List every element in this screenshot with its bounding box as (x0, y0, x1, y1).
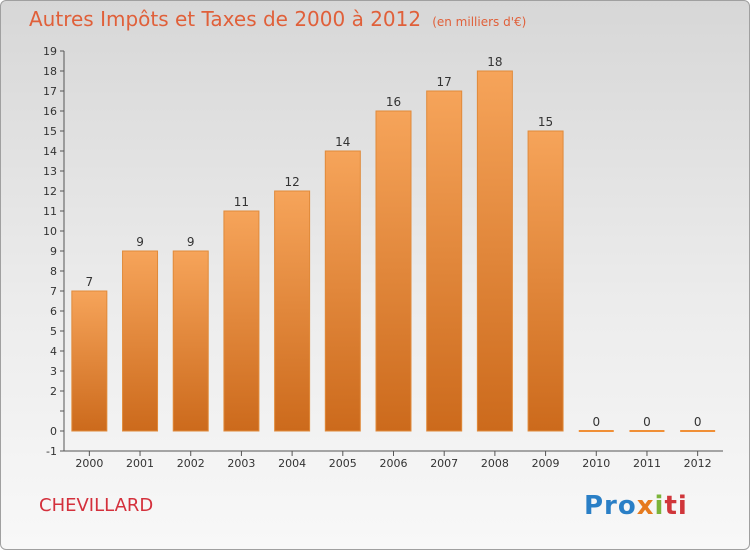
y-tick-label: 0 (50, 425, 57, 438)
x-tick-label: 2001 (126, 457, 154, 470)
bar-value-label: 7 (86, 275, 94, 289)
value-labels-group: 7 9 9 11 12 14 16 17 18 15 0 0 0 (86, 55, 702, 429)
chart-axes: -1 0 2 3 4 5 6 7 8 9 10 11 12 13 14 15 16 17 18 19 2000 2001 2… (43, 45, 723, 470)
x-tick-label: 2011 (633, 457, 661, 470)
bar (274, 190, 311, 432)
bar-value-label: 15 (538, 115, 553, 129)
bars-group (71, 70, 716, 432)
y-tick-label: 2 (50, 385, 57, 398)
y-tick-label: 13 (43, 165, 57, 178)
logo-part-1: Pro (584, 491, 637, 521)
x-tick-label: 2003 (227, 457, 255, 470)
bar-value-label: 18 (487, 55, 502, 69)
bar (223, 210, 260, 432)
x-tick-label: 2002 (177, 457, 205, 470)
y-tick-label: 4 (50, 345, 57, 358)
y-tick-label: 14 (43, 145, 57, 158)
y-tick-label: 10 (43, 225, 57, 238)
chart-title-block: Autres Impôts et Taxes de 2000 à 2012 (e… (29, 7, 526, 31)
y-tick-label: 11 (43, 205, 57, 218)
bar (122, 250, 159, 432)
logo-part-2: x (636, 491, 655, 521)
y-tick-label: 9 (50, 245, 57, 258)
x-tick-label: 2007 (430, 457, 458, 470)
x-tick-label: 2005 (329, 457, 357, 470)
y-tick-label: 3 (50, 365, 57, 378)
y-tick-label: 19 (43, 45, 57, 58)
x-tick-label: 2012 (684, 457, 712, 470)
bar (426, 90, 463, 432)
proxiti-logo: Proxiti (584, 491, 688, 521)
chart-unit-label: (en milliers d'€) (432, 15, 527, 29)
y-tick-label: 6 (50, 305, 57, 318)
x-tick-label: 2000 (75, 457, 103, 470)
x-tick-label: 2008 (481, 457, 509, 470)
bar (375, 110, 412, 432)
commune-name: CHEVILLARD (39, 495, 154, 516)
y-tick-label: 16 (43, 105, 57, 118)
bar (324, 150, 361, 432)
chart-title: Autres Impôts et Taxes de 2000 à 2012 (29, 7, 422, 31)
y-tick-label: 15 (43, 125, 57, 138)
y-tick-label: 17 (43, 85, 57, 98)
bar-value-label: 16 (386, 95, 401, 109)
logo-part-4: ti (664, 491, 688, 521)
bar-value-label: 17 (437, 75, 452, 89)
bar (476, 70, 513, 432)
x-tick-label: 2004 (278, 457, 306, 470)
y-tick-label: -1 (46, 445, 57, 458)
bar-value-label: 0 (694, 415, 702, 429)
bar-value-label: 0 (643, 415, 651, 429)
x-tick-label: 2006 (380, 457, 408, 470)
x-tick-label: 2009 (532, 457, 560, 470)
bar-value-label: 12 (284, 175, 299, 189)
bar-value-label: 9 (136, 235, 144, 249)
y-tick-label: 5 (50, 325, 57, 338)
logo-part-3: i (654, 491, 665, 521)
bar-value-label: 0 (592, 415, 600, 429)
bar-value-label: 14 (335, 135, 350, 149)
bar-value-label: 11 (234, 195, 249, 209)
y-tick-label: 18 (43, 65, 57, 78)
x-tick-label: 2010 (582, 457, 610, 470)
bar (527, 130, 564, 432)
bar (71, 290, 108, 432)
bar-value-label: 9 (187, 235, 195, 249)
bar (172, 250, 209, 432)
y-tick-label: 8 (50, 265, 57, 278)
y-tick-label: 7 (50, 285, 57, 298)
y-tick-label: 12 (43, 185, 57, 198)
